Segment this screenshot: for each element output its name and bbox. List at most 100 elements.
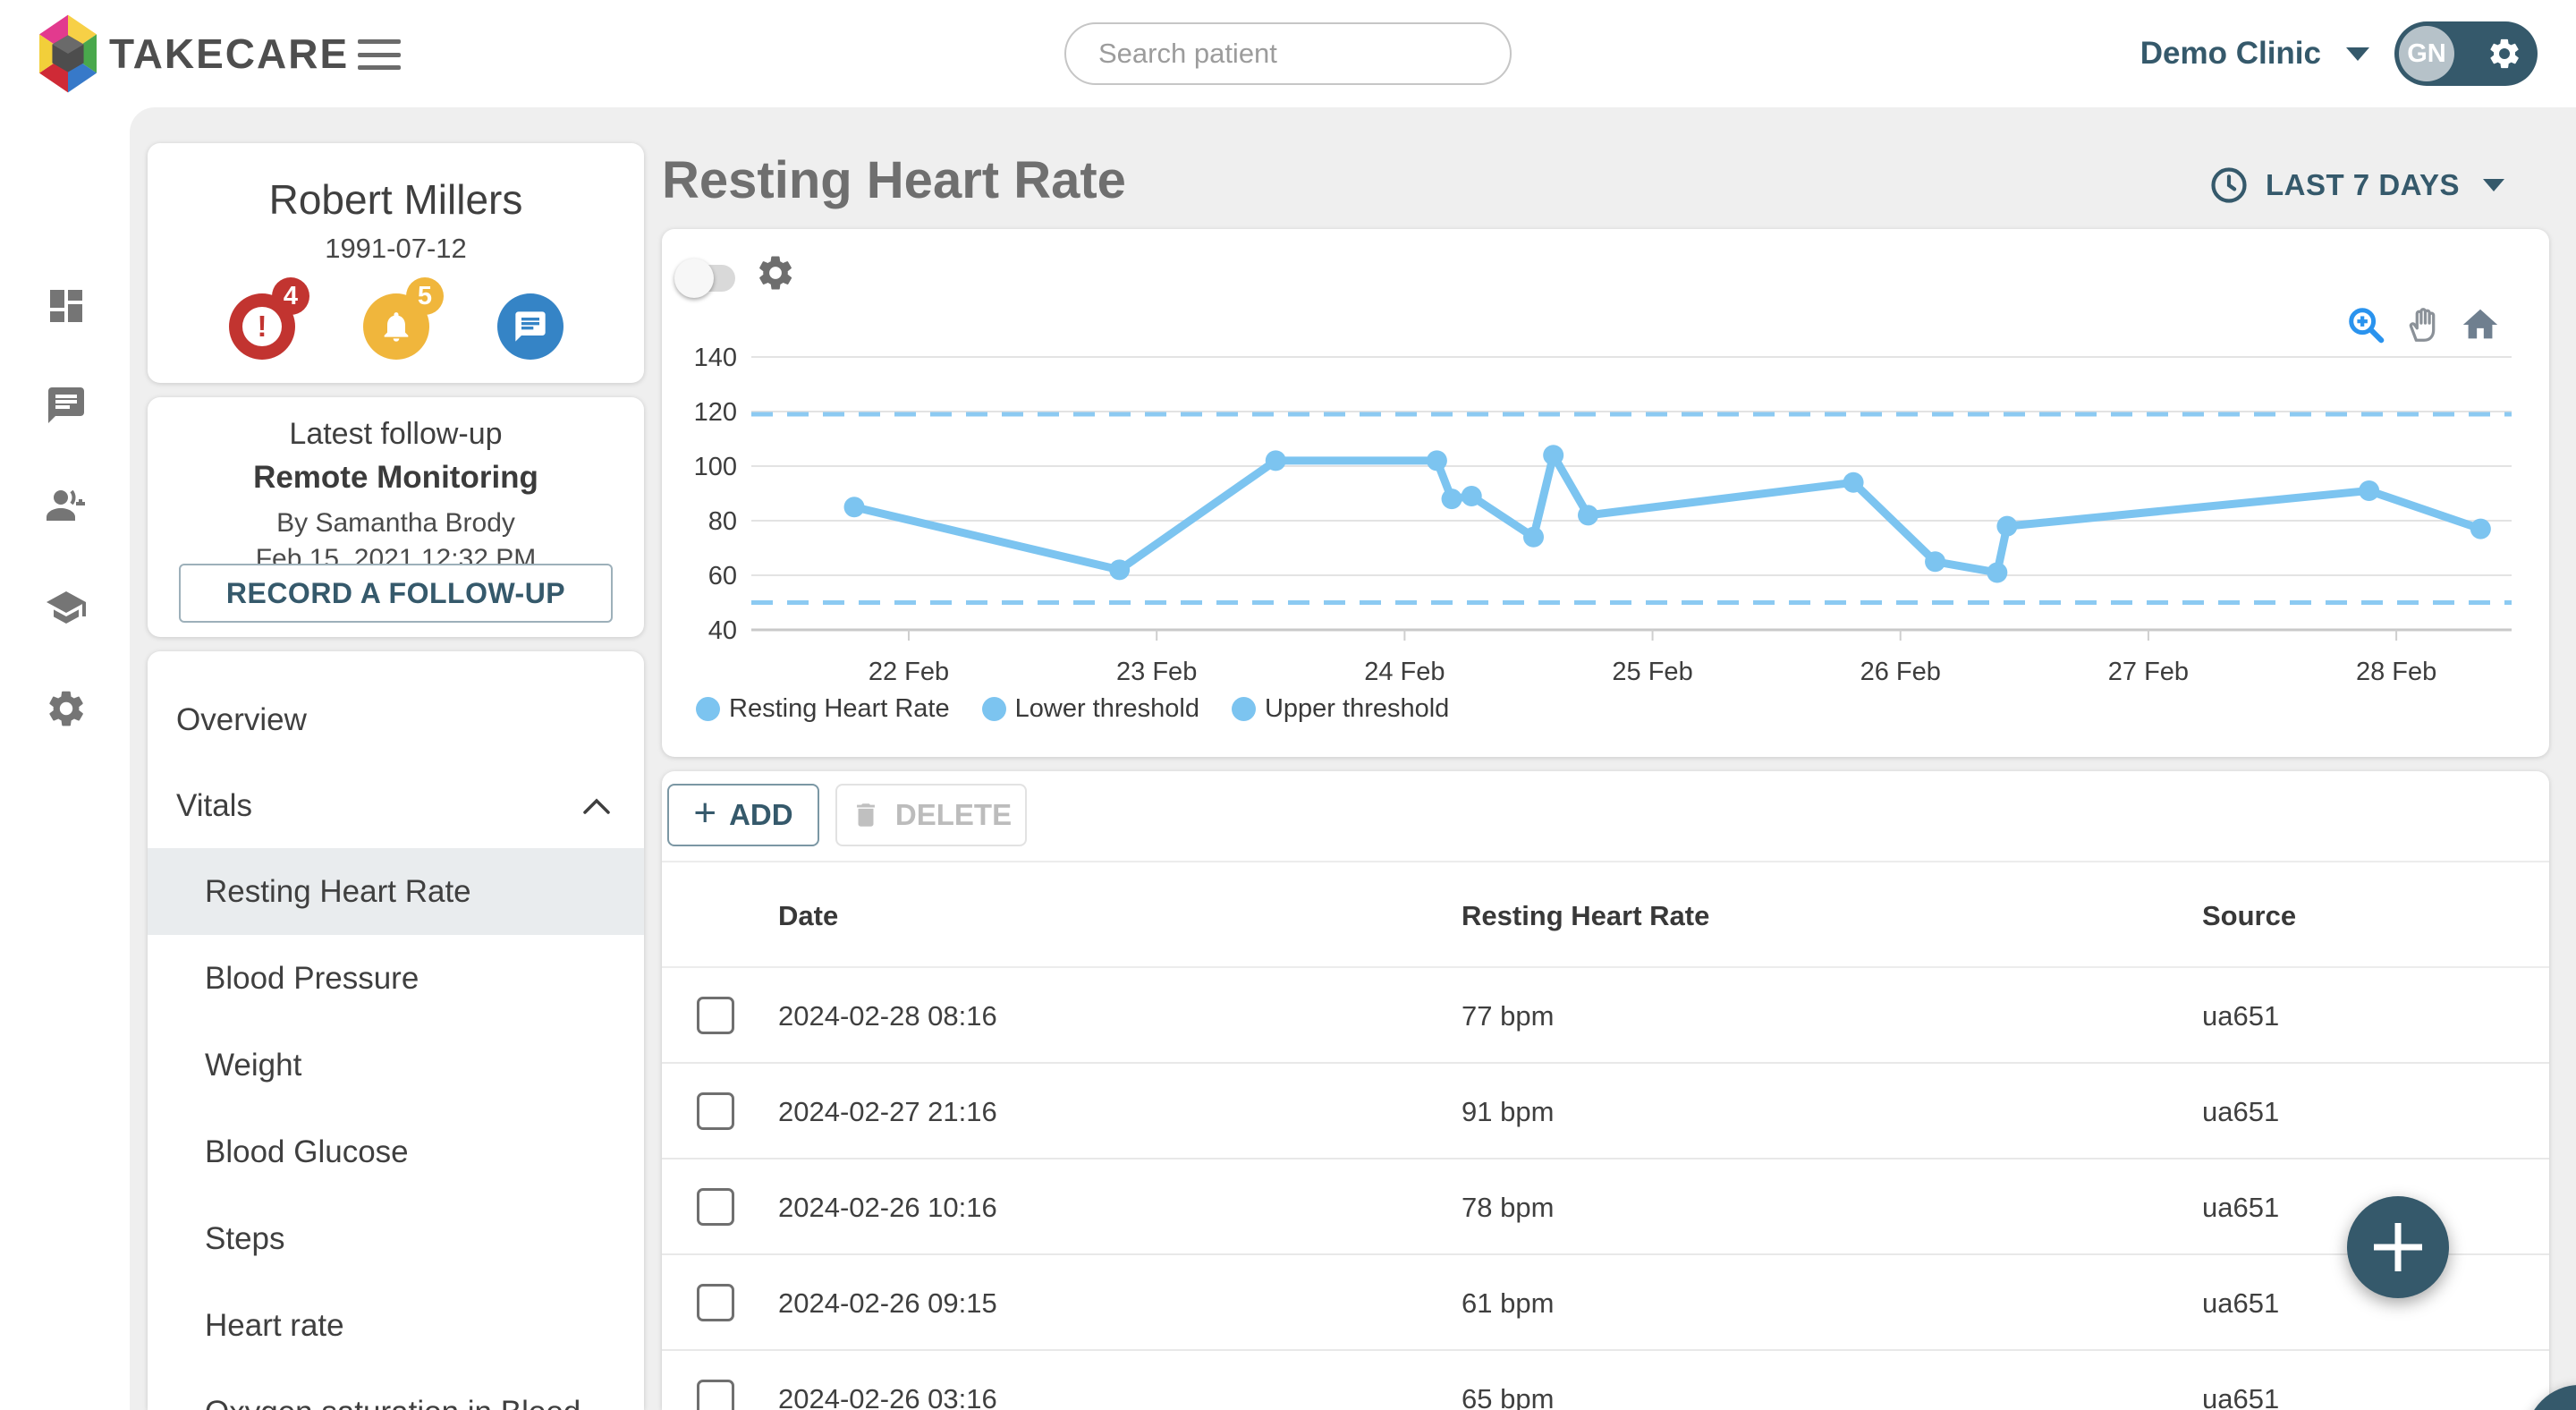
followup-card: Latest follow-up Remote Monitoring By Sa… — [148, 397, 644, 637]
topbar-right-group: Demo Clinic GN — [2140, 0, 2538, 107]
table-header: Date Resting Heart Rate Source — [662, 861, 2549, 968]
cell-value: 65 bpm — [1462, 1383, 1555, 1410]
row-checkbox[interactable] — [697, 1380, 734, 1410]
nav-item-steps[interactable]: Steps — [205, 1220, 285, 1256]
cell-source: ua651 — [2202, 1192, 2280, 1223]
chevron-up-icon — [583, 798, 610, 814]
patient-name: Robert Millers — [268, 176, 523, 223]
zoom-in-icon[interactable] — [2345, 304, 2386, 345]
legend-item-series[interactable]: Resting Heart Rate — [696, 694, 950, 724]
table-row[interactable]: 2024-02-26 09:15 61 bpm ua651 — [662, 1255, 2549, 1351]
notifications-count: 5 — [406, 277, 444, 315]
dashboard-icon[interactable] — [45, 285, 88, 327]
svg-text:60: 60 — [708, 562, 737, 590]
chart-settings-icon[interactable] — [755, 252, 796, 293]
patient-card: Robert Millers 1991-07-12 ! 4 5 — [148, 143, 644, 383]
chart-legend: Resting Heart Rate Lower threshold Upper… — [696, 694, 1449, 724]
column-header-date: Date — [778, 900, 839, 931]
legend-item-upper-threshold[interactable]: Upper threshold — [1231, 694, 1449, 724]
delete-button-label: DELETE — [894, 798, 1013, 831]
nav-item-overview[interactable]: Overview — [176, 701, 307, 737]
education-icon[interactable] — [45, 586, 88, 629]
brand-name: TAKECARE — [109, 30, 350, 77]
top-bar: TAKECARE Demo Clinic GN — [0, 0, 2576, 107]
person-add-icon[interactable] — [45, 483, 88, 526]
chevron-down-icon[interactable] — [2346, 47, 2369, 61]
svg-text:100: 100 — [694, 453, 737, 481]
svg-text:40: 40 — [708, 616, 737, 645]
row-checkbox[interactable] — [697, 1188, 734, 1226]
row-checkbox[interactable] — [697, 1284, 734, 1321]
gear-icon[interactable] — [45, 687, 88, 730]
patient-nav-card: Overview Vitals Resting Heart Rate Blood… — [148, 651, 644, 1410]
date-range-selector[interactable]: LAST 7 DAYS — [2210, 166, 2504, 204]
divider — [662, 966, 2549, 968]
svg-text:120: 120 — [694, 398, 737, 427]
svg-text:22 Feb: 22 Feb — [869, 658, 949, 686]
record-followup-button[interactable]: RECORD A FOLLOW-UP — [179, 564, 613, 623]
nav-item-blood-glucose[interactable]: Blood Glucose — [205, 1134, 409, 1169]
row-checkbox[interactable] — [697, 997, 734, 1034]
add-button-label: ADD — [729, 798, 793, 831]
table-row[interactable]: 2024-02-27 21:16 91 bpm ua651 — [662, 1064, 2549, 1159]
menu-icon[interactable] — [358, 39, 401, 70]
page-title: Resting Heart Rate — [662, 151, 1126, 209]
nav-item-oxygen-saturation[interactable]: Oxygen saturation in Blood — [148, 1369, 644, 1410]
svg-text:26 Feb: 26 Feb — [1860, 658, 1941, 686]
cell-value: 91 bpm — [1462, 1096, 1555, 1127]
chat-icon[interactable] — [45, 384, 88, 427]
add-button[interactable]: + ADD — [667, 784, 819, 846]
cell-date: 2024-02-26 09:15 — [778, 1287, 997, 1319]
message-icon — [515, 311, 546, 342]
messages-badge[interactable] — [497, 293, 564, 360]
home-icon[interactable] — [2460, 304, 2501, 345]
nav-item-blood-pressure[interactable]: Blood Pressure — [205, 960, 419, 996]
cell-value: 77 bpm — [1462, 1000, 1555, 1032]
nav-item-heart-rate[interactable]: Heart rate — [205, 1307, 344, 1343]
nav-item-vitals-label: Vitals — [176, 787, 252, 823]
toggle-thumb — [674, 259, 714, 298]
trash-icon — [856, 803, 875, 827]
alerts-badge[interactable]: ! 4 — [229, 277, 309, 360]
measurements-table-card: + ADD DELETE Date Resting Heart Rate Sou… — [662, 771, 2549, 1410]
pan-hand-icon[interactable] — [2402, 304, 2444, 345]
cell-value: 61 bpm — [1462, 1287, 1555, 1319]
nav-item-vitals[interactable]: Vitals — [148, 762, 644, 849]
chevron-down-icon — [2483, 179, 2504, 191]
nav-item-weight[interactable]: Weight — [205, 1047, 302, 1083]
nav-item-resting-heart-rate[interactable]: Resting Heart Rate — [148, 848, 644, 935]
legend-label: Lower threshold — [1014, 694, 1199, 723]
table-row[interactable]: 2024-02-28 08:16 77 bpm ua651 — [662, 968, 2549, 1064]
svg-text:140: 140 — [694, 344, 737, 372]
bell-icon — [384, 312, 409, 342]
side-rail — [0, 107, 130, 1410]
clinic-selector[interactable]: Demo Clinic — [2140, 36, 2321, 71]
cell-date: 2024-02-26 03:16 — [778, 1383, 997, 1410]
chart-modebar — [2345, 304, 2501, 345]
legend-dot — [696, 697, 720, 721]
row-checkbox[interactable] — [697, 1092, 734, 1130]
chart-toggle[interactable] — [674, 259, 735, 298]
table-row[interactable]: 2024-02-26 10:16 78 bpm ua651 — [662, 1159, 2549, 1255]
notifications-badge[interactable]: 5 — [363, 277, 444, 360]
cell-source: ua651 — [2202, 1000, 2280, 1032]
table-body: 2024-02-28 08:16 77 bpm ua651 2024-02-27 21… — [662, 968, 2549, 1410]
delete-button[interactable]: DELETE — [835, 784, 1027, 846]
avatar[interactable]: GN — [2399, 26, 2454, 81]
add-measurement-fab[interactable] — [2347, 1196, 2449, 1298]
chart-plot-area[interactable]: 40 60 80 100 120 140 22 Feb 23 Feb 24 Feb 25 Feb 2… — [662, 344, 2549, 692]
svg-text:27 Feb: 27 Feb — [2108, 658, 2189, 686]
settings-icon[interactable] — [2487, 36, 2522, 72]
legend-item-lower-threshold[interactable]: Lower threshold — [981, 694, 1199, 724]
chart-card: 40 60 80 100 120 140 22 Feb 23 Feb 24 Feb 25 Feb 2… — [662, 229, 2549, 757]
column-header-source: Source — [2202, 900, 2297, 931]
user-menu[interactable]: GN — [2394, 21, 2538, 86]
svg-text:24 Feb: 24 Feb — [1364, 658, 1445, 686]
column-header-value: Resting Heart Rate — [1462, 900, 1710, 931]
svg-text:80: 80 — [708, 507, 737, 536]
cell-source: ua651 — [2202, 1287, 2280, 1319]
search-input[interactable] — [1064, 22, 1512, 85]
legend-dot — [1231, 697, 1256, 721]
table-row[interactable]: 2024-02-26 03:16 65 bpm ua651 — [662, 1351, 2549, 1410]
